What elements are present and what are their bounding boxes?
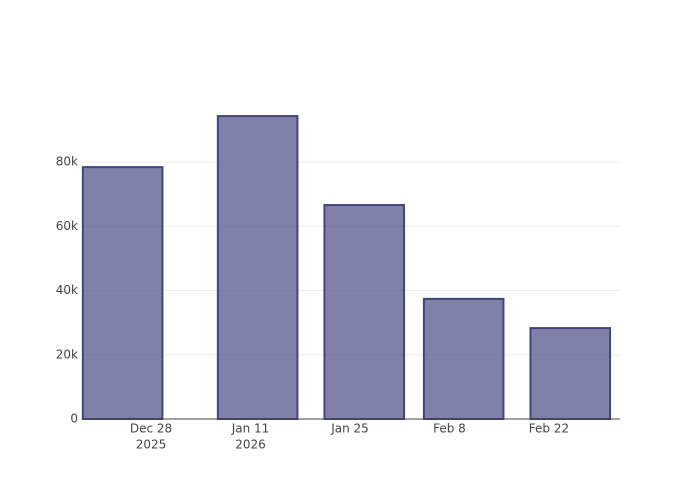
x-tick-label: Feb 8 (433, 422, 466, 436)
x-tick-label: Jan 25 (330, 422, 369, 436)
x-tick-label: Jan 11 (231, 422, 270, 436)
bar (422, 297, 505, 420)
bar (323, 204, 405, 420)
x-tick-year: 2025 (136, 438, 167, 452)
y-tick-label: 60k (56, 219, 78, 233)
bar (529, 327, 612, 420)
x-tick-year: 2026 (235, 438, 266, 452)
x-tick-label: Feb 22 (529, 422, 569, 436)
bar (81, 166, 164, 420)
y-tick-label: 40k (56, 283, 78, 297)
y-tick-label: 20k (56, 347, 78, 361)
bar (216, 115, 299, 420)
y-tick-label: 0 (70, 412, 78, 426)
x-tick-label: Dec 28 (130, 422, 172, 436)
y-tick-label: 80k (56, 155, 78, 169)
